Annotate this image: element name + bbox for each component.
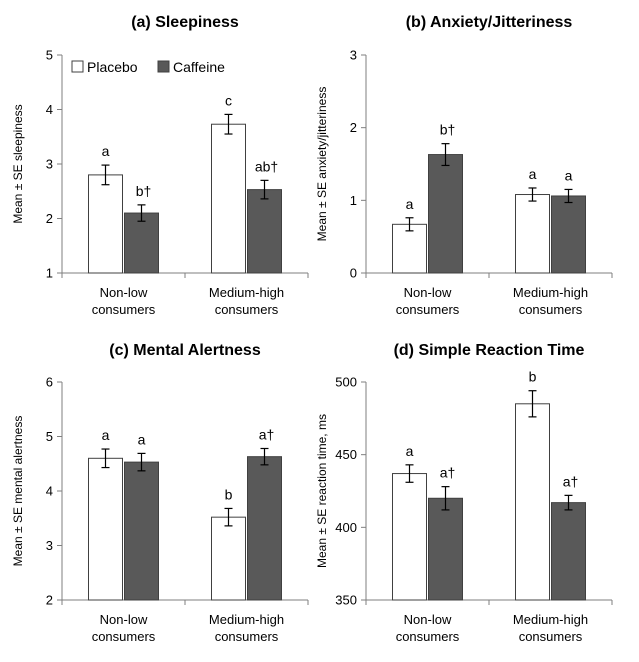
bar-placebo-2	[515, 403, 550, 601]
significance-label: b	[225, 486, 233, 502]
bar-placebo-2	[211, 516, 246, 601]
significance-label: a†	[440, 465, 456, 481]
x-category-label: Medium-high	[209, 285, 284, 300]
x-category-label: consumers	[215, 629, 279, 644]
y-tick-label: 6	[46, 375, 53, 390]
significance-label: c	[225, 92, 232, 108]
y-tick-label: 1	[350, 193, 357, 208]
y-axis-label: Mean ± SE mental alertness	[11, 416, 25, 567]
panel-title: (b) Anxiety/Jitteriness	[406, 14, 573, 31]
bar-placebo-2	[211, 123, 246, 274]
x-category-label: Non-low	[100, 612, 148, 627]
x-category-label: consumers	[396, 302, 460, 317]
bar-caffeine-1	[428, 154, 463, 274]
legend-label-caffeine: Caffeine	[173, 59, 225, 75]
significance-label: a	[565, 167, 573, 183]
y-tick-label: 3	[46, 538, 53, 553]
legend-label-placebo: Placebo	[87, 59, 138, 75]
significance-label: a	[138, 431, 146, 447]
bar-caffeine-2	[247, 189, 282, 274]
y-tick-label: 3	[350, 48, 357, 63]
y-tick-label: 2	[350, 120, 357, 135]
panel-2: (b) Anxiety/Jitteriness 0 1 2 3 Mean ± SE anx…	[315, 14, 613, 317]
bar-placebo-1	[392, 223, 427, 274]
x-category-label: Medium-high	[513, 612, 588, 627]
bar-caffeine-2	[551, 502, 586, 601]
panel-1: (a) Sleepiness 1 2 3 4 5 Mean ± SE sleepiness N…	[11, 14, 309, 317]
x-category-label: consumers	[215, 302, 279, 317]
x-category-label: consumers	[396, 629, 460, 644]
panel-title: (a) Sleepiness	[131, 14, 239, 31]
x-category-label: consumers	[519, 302, 583, 317]
y-tick-label: 0	[350, 266, 357, 281]
panel-3: (c) Mental Alertness 2 3 4 5 6 Mean ± SE menta…	[11, 342, 309, 644]
panel-4: (d) Simple Reaction Time 350 400 450 500 Mean…	[315, 342, 613, 644]
y-tick-label: 400	[335, 520, 357, 535]
y-tick-label: 2	[46, 211, 53, 226]
y-tick-label: 1	[46, 266, 53, 281]
y-tick-label: 5	[46, 48, 53, 63]
significance-label: a†	[563, 473, 579, 489]
significance-label: b	[529, 369, 537, 385]
x-category-label: consumers	[92, 629, 156, 644]
y-axis-label: Mean ± SE anxiety/jitteriness	[315, 87, 329, 242]
y-tick-label: 4	[46, 102, 53, 117]
bar-caffeine-2	[551, 195, 586, 274]
x-category-label: Non-low	[404, 612, 452, 627]
significance-label: a	[529, 166, 537, 182]
significance-label: ab†	[255, 158, 278, 174]
bar-caffeine-2	[247, 456, 282, 601]
x-category-label: Medium-high	[209, 612, 284, 627]
bar-caffeine-1	[124, 212, 159, 274]
x-category-label: consumers	[92, 302, 156, 317]
bar-caffeine-1	[124, 461, 159, 601]
panel-title: (d) Simple Reaction Time	[394, 342, 585, 359]
significance-label: a†	[259, 426, 275, 442]
y-tick-label: 2	[46, 593, 53, 608]
legend-swatch-placebo	[71, 60, 84, 73]
significance-label: a	[406, 443, 414, 459]
bar-placebo-1	[392, 473, 427, 601]
y-tick-label: 350	[335, 593, 357, 608]
significance-label: a	[102, 427, 110, 443]
bar-placebo-1	[88, 174, 123, 274]
y-tick-label: 500	[335, 375, 357, 390]
panel-title: (c) Mental Alertness	[109, 342, 261, 359]
bar-placebo-1	[88, 457, 123, 601]
y-tick-label: 450	[335, 447, 357, 462]
significance-label: a	[102, 143, 110, 159]
x-category-label: consumers	[519, 629, 583, 644]
y-axis-label: Mean ± SE sleepiness	[11, 104, 25, 223]
x-category-label: Medium-high	[513, 285, 588, 300]
legend-swatch-caffeine	[157, 60, 170, 73]
bar-caffeine-1	[428, 497, 463, 601]
y-tick-label: 3	[46, 157, 53, 172]
x-category-label: Non-low	[100, 285, 148, 300]
significance-label: b†	[136, 183, 152, 199]
significance-label: b†	[440, 122, 456, 138]
bar-placebo-2	[515, 194, 550, 274]
y-tick-label: 5	[46, 429, 53, 444]
significance-label: a	[406, 196, 414, 212]
x-category-label: Non-low	[404, 285, 452, 300]
y-axis-label: Mean ± SE reaction time, ms	[315, 414, 329, 568]
y-tick-label: 4	[46, 484, 53, 499]
